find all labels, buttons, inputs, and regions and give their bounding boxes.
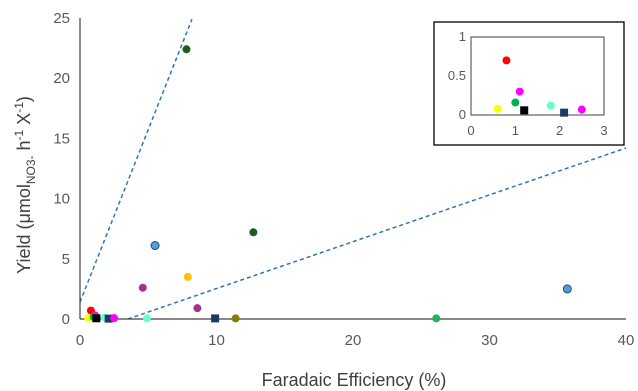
data-point (150, 241, 160, 251)
data-point (432, 314, 441, 323)
data-point (110, 314, 119, 323)
data-point (546, 101, 555, 110)
y-axis-title-part: NO3- (24, 155, 38, 184)
guide-line-1 (79, 18, 193, 303)
inset-x-tick-label: 2 (556, 123, 563, 138)
data-point (182, 45, 191, 54)
x-axis-title: Faradaic Efficiency (%) (262, 370, 447, 390)
data-point (138, 283, 147, 292)
y-tick-label: 25 (53, 10, 70, 27)
x-tick-label: 30 (481, 332, 498, 349)
guide-lines (79, 18, 627, 320)
y-axis-title-part: X (14, 113, 34, 130)
data-point (183, 272, 192, 281)
y-tick-label: 20 (53, 70, 70, 87)
inset-y-tick-label: 1 (459, 29, 466, 44)
data-point (142, 314, 151, 323)
data-point (562, 284, 572, 294)
inset-y-tick-label: 0 (459, 107, 466, 122)
inset-y-tick-label: 0.5 (448, 68, 466, 83)
y-tick-label: 0 (62, 311, 70, 328)
y-axis-title-part: ) (14, 96, 34, 102)
data-point (515, 87, 524, 96)
x-tick-label: 0 (76, 332, 84, 349)
y-axis-title-part: -1 (12, 129, 26, 140)
data-point-square (92, 314, 101, 323)
y-axis-title-part: -1 (12, 102, 26, 113)
data-point (231, 314, 240, 323)
x-tick-label: 20 (345, 332, 362, 349)
y-tick-label: 15 (53, 130, 70, 147)
main-data-points (84, 45, 572, 323)
data-point-square (104, 314, 113, 323)
y-tick-label: 5 (62, 251, 70, 268)
y-axis-title: Yield (μmolNO3- h-1 X-1) (12, 96, 38, 274)
y-axis-title-part: Yield (μmol (14, 184, 34, 274)
data-point (502, 56, 511, 65)
data-point-square (211, 314, 220, 323)
data-point (511, 98, 520, 107)
x-tick-label: 40 (618, 332, 635, 349)
data-point (249, 228, 258, 237)
y-axis-title-part: h (14, 140, 34, 155)
inset-x-tick-label: 0 (467, 123, 474, 138)
y-tick-label: 10 (53, 191, 70, 208)
data-point (193, 304, 202, 313)
inset-plot-area (470, 36, 605, 116)
x-tick-label: 10 (208, 332, 225, 349)
data-point (493, 104, 502, 113)
data-point-square (560, 108, 569, 117)
data-point (577, 105, 586, 114)
inset-frame (433, 21, 625, 146)
inset-plot: 0 1 2 3 0 0.5 1 (433, 21, 625, 146)
data-point-square (520, 106, 529, 115)
guide-line-2 (127, 147, 627, 320)
inset-x-tick-label: 1 (512, 123, 519, 138)
inset-x-tick-label: 3 (600, 123, 607, 138)
